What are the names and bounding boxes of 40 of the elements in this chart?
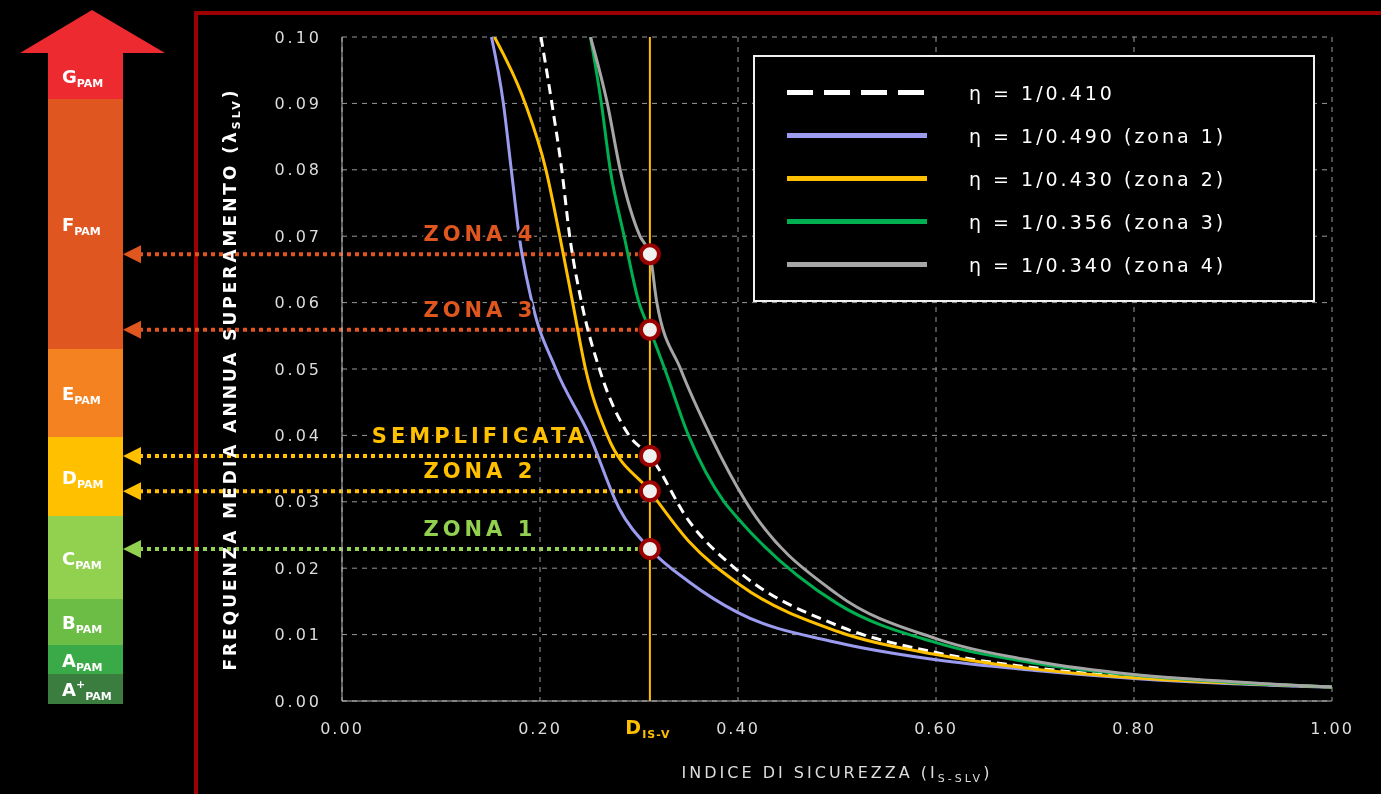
ref-line-label: ZONA 2 xyxy=(423,459,537,484)
point xyxy=(638,318,661,341)
y-tick-label: 0.04 xyxy=(274,426,322,446)
y-tick-label: 0.05 xyxy=(274,359,322,379)
text: F$_{PAM}$ xyxy=(62,214,101,238)
ref-line-label: ZONA 3 xyxy=(423,297,537,322)
y-tick-label: 0.09 xyxy=(274,94,322,114)
text: A$_{PAM}$ xyxy=(62,649,103,674)
legend-label: η = 1/0.340 (zona 4) xyxy=(969,253,1227,276)
y-tick-label: 0.00 xyxy=(274,691,322,711)
text: D$_{PAM}$ xyxy=(62,466,104,491)
y-tick-label: 0.01 xyxy=(274,625,322,645)
legend-label: η = 1/0.356 (zona 3) xyxy=(969,210,1227,233)
legend-label: η = 1/0.430 (zona 2) xyxy=(969,167,1227,190)
point xyxy=(638,480,661,503)
text: C$_{PAM}$ xyxy=(62,547,102,572)
x-tick-label: 0.00 xyxy=(320,719,364,739)
x-tick-label: 1.00 xyxy=(1310,719,1354,739)
text: B$_{PAM}$ xyxy=(62,612,103,636)
x-axis-title: INDICE DI SICUREZZA (I$_{S-SLV}$) xyxy=(681,763,993,785)
legend-label: η = 1/0.490 (zona 1) xyxy=(969,124,1227,147)
y-tick-label: 0.10 xyxy=(274,27,322,47)
point xyxy=(638,444,661,467)
y-tick-label: 0.02 xyxy=(274,558,322,578)
y-tick-label: 0.08 xyxy=(274,160,322,180)
x-tick-label: 0.60 xyxy=(914,719,958,739)
point xyxy=(638,537,661,560)
text: G$_{PAM}$ xyxy=(62,66,104,90)
ref-line-label: SEMPLIFICATA xyxy=(371,423,588,448)
x-tick-label: 0.40 xyxy=(716,719,760,739)
x-tick-label: 0.80 xyxy=(1112,719,1156,739)
y-tick-label: 0.06 xyxy=(274,293,322,313)
point xyxy=(638,243,661,266)
y-tick-label: 0.07 xyxy=(274,226,322,246)
text: E$_{PAM}$ xyxy=(62,383,101,407)
legend-label: η = 1/0.410 xyxy=(969,81,1115,104)
y-tick-label: 0.03 xyxy=(274,492,322,512)
ref-line-label: D$_{IS-V}$ xyxy=(625,716,671,741)
x-tick-label: 0.20 xyxy=(518,719,562,739)
ref-line-label: ZONA 1 xyxy=(423,516,537,541)
